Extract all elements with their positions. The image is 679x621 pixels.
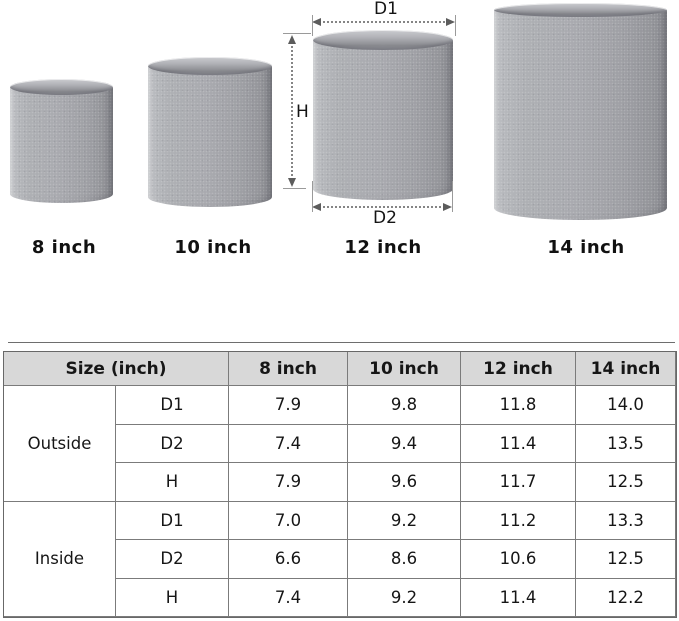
table-header-12-inch: 12 inch — [461, 352, 576, 386]
table-header-10-inch: 10 inch — [348, 352, 461, 386]
pot-10-inch — [148, 57, 272, 207]
value-cell: 12.5 — [576, 540, 676, 579]
dim-label-d2: D2 — [373, 208, 397, 228]
pot-caption-10-inch: 10 inch — [174, 237, 252, 258]
dim-cell: D1 — [116, 501, 229, 540]
pot-10-inch-opening — [148, 57, 272, 75]
pot-12-inch-opening — [313, 30, 453, 50]
value-cell: 7.4 — [229, 578, 348, 617]
pot-8-inch — [10, 79, 113, 203]
table-top-rule — [8, 342, 675, 343]
value-cell: 8.6 — [348, 540, 461, 579]
value-cell: 11.4 — [461, 578, 576, 617]
value-cell: 13.3 — [576, 501, 676, 540]
value-cell: 11.7 — [461, 463, 576, 502]
value-cell: 11.2 — [461, 501, 576, 540]
h-extension-line-top — [283, 33, 311, 34]
value-cell: 13.5 — [576, 424, 676, 463]
dim-cell: D2 — [116, 540, 229, 579]
value-cell: 10.6 — [461, 540, 576, 579]
row-group-outside: Outside — [4, 386, 116, 502]
dim-label-h: H — [296, 102, 309, 122]
dim-cell: D2 — [116, 424, 229, 463]
h-arrowhead-bottom-icon — [288, 178, 296, 187]
value-cell: 7.9 — [229, 463, 348, 502]
value-cell: 9.8 — [348, 386, 461, 425]
dim-cell: H — [116, 463, 229, 502]
pot-14-inch-body — [494, 10, 667, 220]
d2-extension-line-left — [312, 181, 313, 212]
d1-arrowhead-left-icon — [312, 18, 321, 26]
value-cell: 14.0 — [576, 386, 676, 425]
h-extension-line-bottom — [283, 188, 306, 189]
table-header-8-inch: 8 inch — [229, 352, 348, 386]
d2-arrowhead-right-icon — [443, 203, 452, 211]
table-header-size: Size (inch) — [4, 352, 229, 386]
value-cell: 11.4 — [461, 424, 576, 463]
d1-arrowhead-right-icon — [446, 18, 455, 26]
d2-arrowhead-left-icon — [312, 203, 321, 211]
pot-caption-12-inch: 12 inch — [344, 237, 422, 258]
size-spec-table: Size (inch) 8 inch 10 inch 12 inch 14 in… — [3, 351, 677, 618]
pot-8-inch-opening — [10, 79, 113, 95]
table-header-14-inch: 14 inch — [576, 352, 676, 386]
value-cell: 9.6 — [348, 463, 461, 502]
value-cell: 11.8 — [461, 386, 576, 425]
value-cell: 9.2 — [348, 578, 461, 617]
value-cell: 7.0 — [229, 501, 348, 540]
value-cell: 7.4 — [229, 424, 348, 463]
pot-12-inch — [313, 30, 453, 200]
dim-label-d1: D1 — [374, 0, 398, 19]
pot-caption-8-inch: 8 inch — [31, 237, 97, 258]
pot-10-inch-body — [148, 66, 272, 207]
d1-dimension-line — [316, 21, 452, 23]
value-cell: 12.2 — [576, 578, 676, 617]
row-group-inside: Inside — [4, 501, 116, 617]
value-cell: 7.9 — [229, 386, 348, 425]
pot-8-inch-body — [10, 87, 113, 203]
pot-14-inch — [494, 3, 667, 220]
d2-dimension-line — [316, 206, 449, 208]
value-cell: 6.6 — [229, 540, 348, 579]
dim-cell: H — [116, 578, 229, 617]
pot-12-inch-body — [313, 40, 453, 200]
value-cell: 12.5 — [576, 463, 676, 502]
value-cell: 9.4 — [348, 424, 461, 463]
pot-caption-14-inch: 14 inch — [547, 237, 625, 258]
h-dimension-line — [291, 38, 293, 184]
d1-extension-line-right — [455, 15, 456, 36]
value-cell: 9.2 — [348, 501, 461, 540]
pot-14-inch-opening — [494, 3, 667, 17]
d2-extension-line-right — [452, 181, 453, 212]
d1-extension-line-left — [312, 15, 313, 36]
h-arrowhead-top-icon — [288, 35, 296, 44]
dim-cell: D1 — [116, 386, 229, 425]
